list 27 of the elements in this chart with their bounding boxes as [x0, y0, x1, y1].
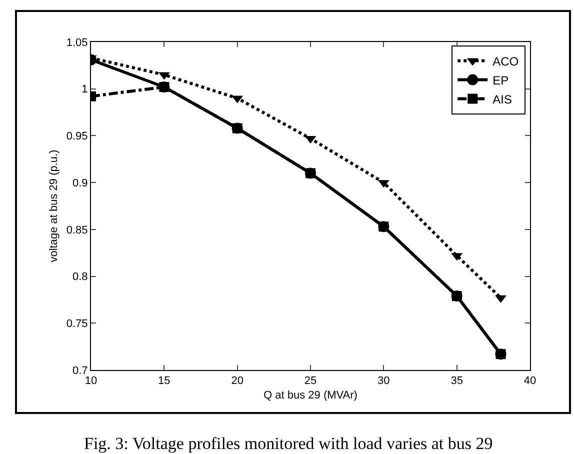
- y-tick-label: 0.8: [72, 271, 88, 284]
- caption: Fig. 3: Voltage profiles monitored with load varies at bus 29: [84, 434, 493, 453]
- legend-label: EP: [492, 73, 509, 88]
- y-tick-label: 0.75: [66, 318, 88, 330]
- x-tick-label: 25: [304, 375, 317, 388]
- y-axis-title: voltage at bus 29 (p.u.): [48, 150, 60, 262]
- point: [496, 349, 506, 360]
- y-tick-label: 1.05: [66, 36, 88, 49]
- x-tick-label: 20: [231, 375, 244, 388]
- x-tick-label: 35: [450, 375, 463, 388]
- x-axis-title: Q at bus 29 (MVAr): [264, 389, 358, 402]
- point: [232, 123, 242, 134]
- y-tick-label: 0.85: [66, 224, 88, 236]
- y-tick-label: 0.7: [72, 364, 88, 377]
- point: [306, 168, 316, 178]
- legend-label: AIS: [492, 92, 512, 106]
- x-tick-label: 10: [84, 375, 98, 388]
- y-tick-label: 0.95: [66, 130, 88, 143]
- point: [378, 222, 389, 232]
- x-tick-label: 40: [524, 375, 536, 388]
- point: [452, 290, 462, 301]
- y-tick-label: 1: [82, 84, 88, 96]
- point: [159, 82, 170, 92]
- legend-label: ACO: [492, 54, 519, 68]
- x-tick-label: 30: [378, 375, 390, 388]
- x-tick-label: 15: [158, 375, 170, 388]
- y-tick-label: 0.9: [72, 177, 88, 190]
